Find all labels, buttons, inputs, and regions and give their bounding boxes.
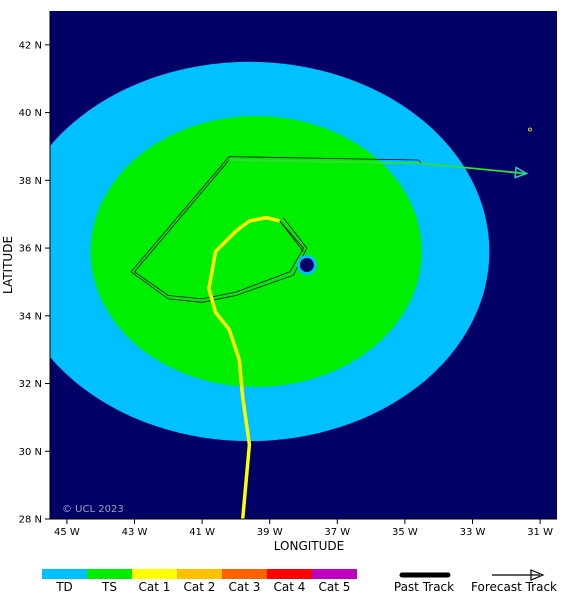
latitude-ticks: 42 N 40 N 38 N 36 N 34 N 32 N 30 N 28 N: [19, 40, 50, 526]
lat-tick-label: 28 N: [19, 515, 42, 526]
legend-label-cat-3: Cat 3: [229, 580, 261, 594]
legend-label-ts: TS: [101, 580, 117, 594]
lat-tick-label: 36 N: [19, 244, 42, 255]
small-storm-marker: [528, 127, 532, 132]
legend-label-cat-1: Cat 1: [139, 580, 171, 594]
lon-tick-label: 33 W: [460, 527, 486, 538]
legend-swatch-cat-2: [177, 569, 222, 579]
lon-tick-label: 31 W: [527, 527, 553, 538]
forecast-track-legend-label: Forecast Track: [471, 580, 557, 594]
legend-swatch-ts: [87, 569, 132, 579]
category-legend: TD TS Cat 1 Cat 2 Cat 3 Cat 4 Cat 5: [42, 569, 357, 594]
lon-tick-label: 35 W: [392, 527, 418, 538]
legend-label-cat-5: Cat 5: [319, 580, 351, 594]
lon-tick-label: 41 W: [189, 527, 215, 538]
past-track-legend-label: Past Track: [394, 580, 454, 594]
wind-field-ts: [90, 115, 422, 387]
legend-swatch-cat-1: [132, 569, 177, 579]
legend-label-td: TD: [55, 580, 73, 594]
forecast-track-arrowhead: [514, 166, 529, 179]
y-axis-title: LATITUDE: [1, 236, 15, 294]
forecast-track-legend-arrow: [492, 569, 545, 581]
legend-swatch-cat-4: [267, 569, 312, 579]
legend-label-cat-4: Cat 4: [274, 580, 306, 594]
storm-center-eye: [299, 258, 314, 272]
map-plot-layer: [50, 61, 532, 519]
lon-tick-label: 37 W: [324, 527, 350, 538]
longitude-ticks: 45 W 43 W 41 W 39 W 37 W 35 W 33 W 31 W: [54, 519, 553, 538]
lat-tick-label: 40 N: [19, 108, 42, 119]
lat-tick-label: 30 N: [19, 447, 42, 458]
lon-tick-label: 39 W: [257, 527, 283, 538]
forecast-track-segment: [279, 220, 304, 252]
x-axis-title: LONGITUDE: [274, 539, 344, 553]
copyright-text: © UCL 2023: [62, 504, 124, 515]
legend-swatch-cat-3: [222, 569, 267, 579]
past-track-line: [207, 215, 281, 519]
lat-tick-label: 42 N: [19, 40, 42, 51]
lon-tick-label: 45 W: [54, 527, 80, 538]
lon-tick-label: 43 W: [122, 527, 148, 538]
forecast-cone-outline: [130, 156, 423, 303]
lat-tick-label: 32 N: [19, 379, 42, 390]
forecast-track-arrow-line: [229, 159, 527, 175]
lat-tick-label: 38 N: [19, 176, 42, 187]
legend-swatch-td: [42, 569, 87, 579]
lat-tick-label: 34 N: [19, 311, 42, 322]
legend-swatch-cat-5: [312, 569, 357, 579]
legend-label-cat-2: Cat 2: [184, 580, 216, 594]
